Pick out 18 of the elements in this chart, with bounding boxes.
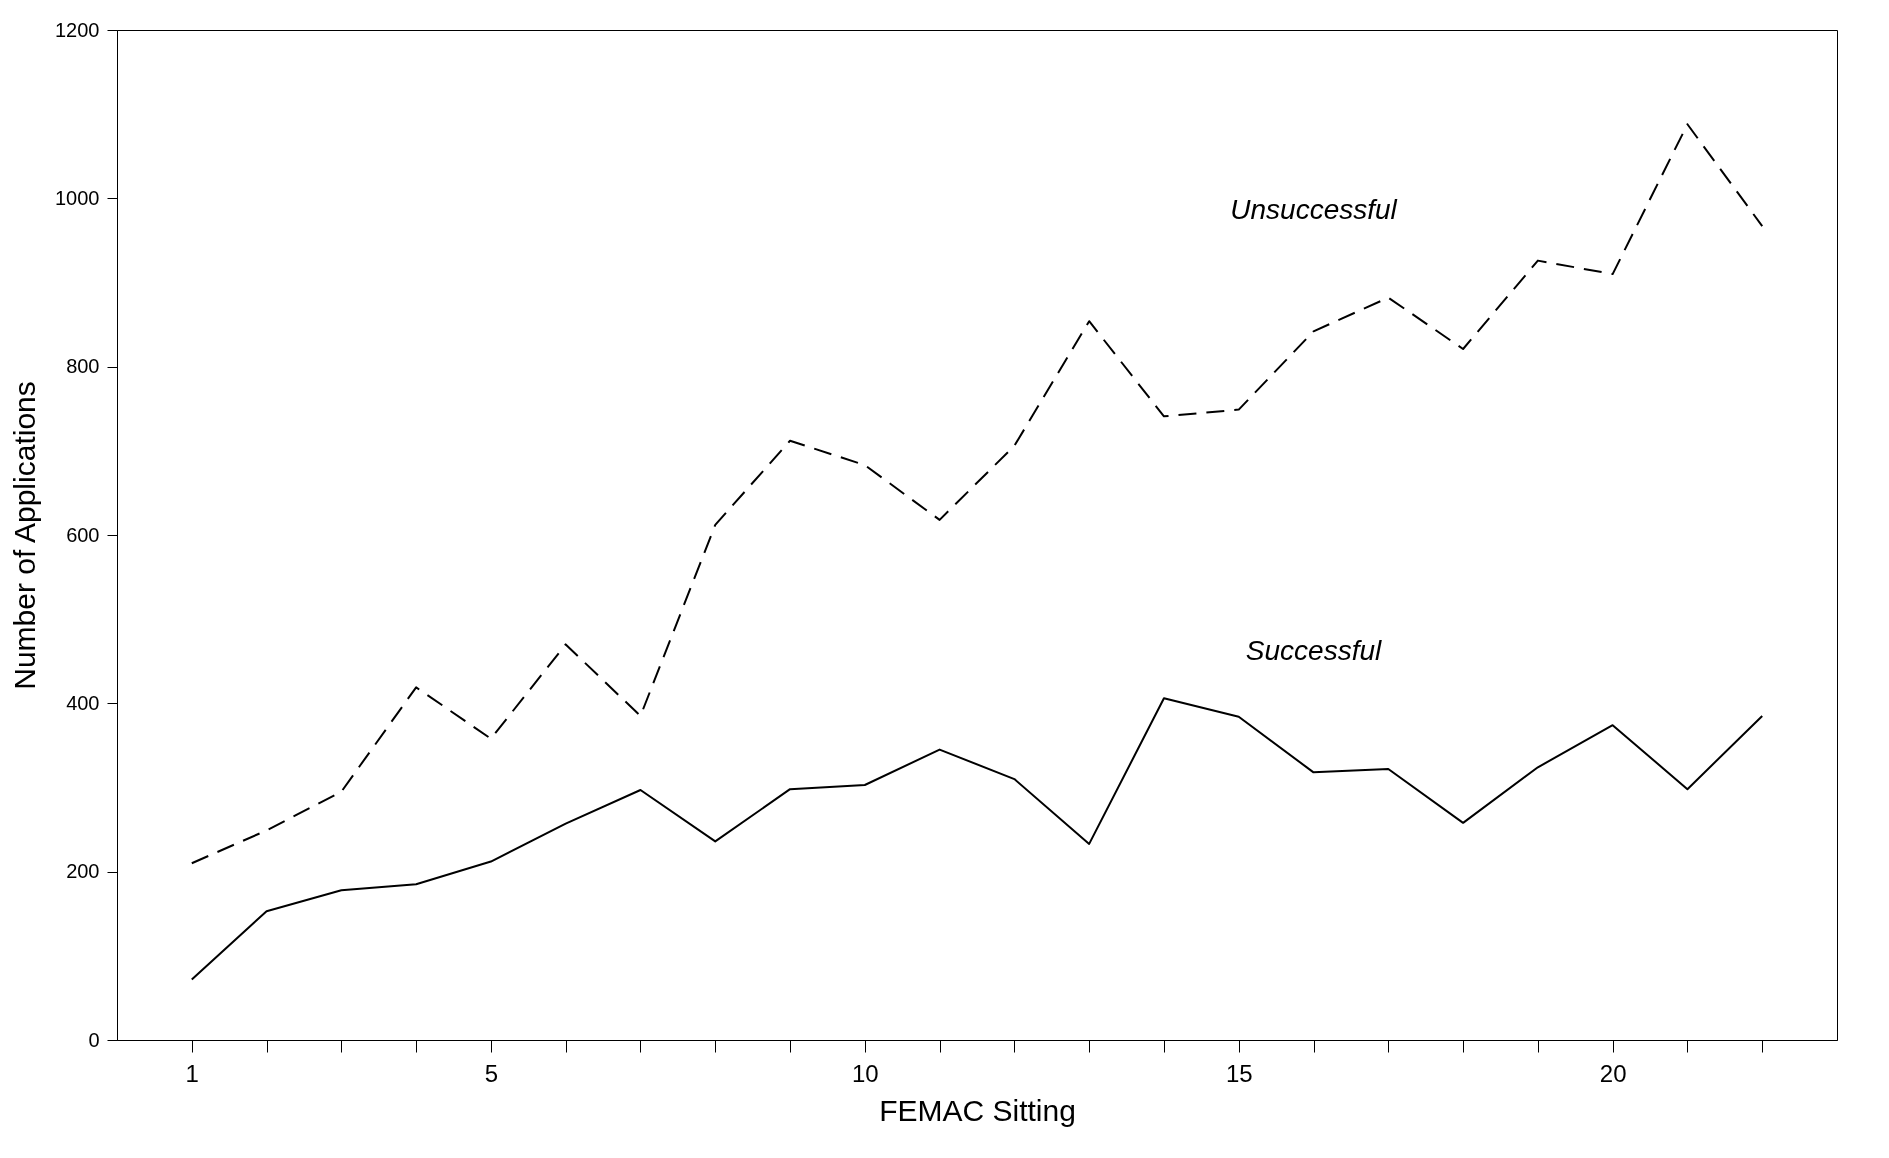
x-tick-label: 1 (185, 1059, 199, 1087)
y-tick-label: 1200 (55, 18, 100, 41)
x-tick-label: 10 (851, 1059, 879, 1087)
y-tick-label: 1000 (55, 186, 100, 209)
y-tick-label: 400 (66, 691, 100, 714)
x-axis-title: FEMAC Sitting (879, 1093, 1076, 1127)
y-tick-label: 800 (66, 355, 100, 378)
line-series (190, 123, 1764, 865)
series-label: Successful (1245, 635, 1382, 667)
x-tick-label: 20 (1599, 1059, 1627, 1087)
x-tick-label: 5 (484, 1059, 499, 1087)
y-axis-title: Number of Applications (8, 381, 42, 690)
x-tick-label: 15 (1225, 1059, 1253, 1087)
text: Unsuccessful (1230, 194, 1398, 226)
y-tick-label: 0 (88, 1028, 100, 1051)
y-tick-label: 200 (66, 860, 100, 883)
y-tick-label: 600 (66, 523, 100, 546)
line-series (190, 697, 1764, 981)
